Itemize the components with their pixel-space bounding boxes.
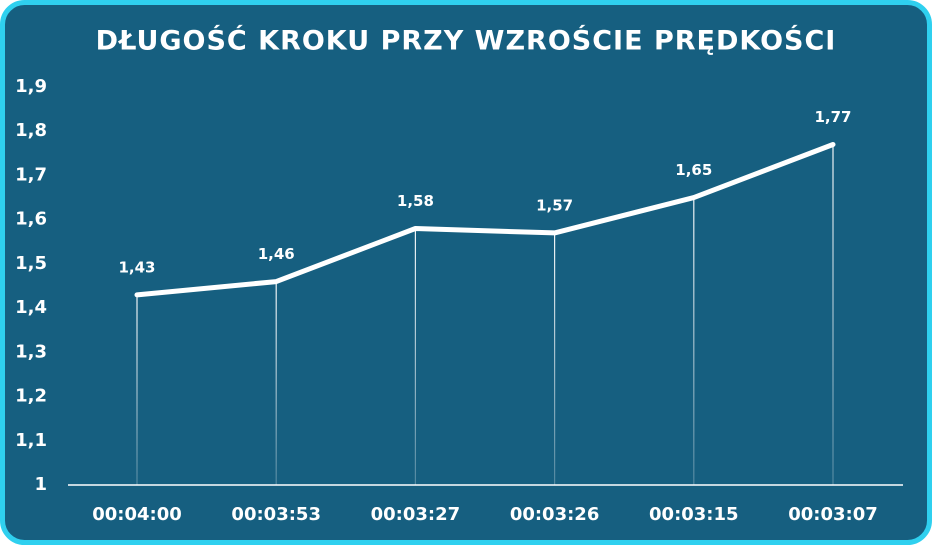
data-label: 1,65 bbox=[675, 161, 712, 179]
drop-line bbox=[832, 144, 834, 485]
y-tick-label: 1,1 bbox=[15, 430, 47, 451]
drop-line bbox=[693, 197, 695, 486]
data-label: 1,58 bbox=[397, 192, 434, 210]
drop-line bbox=[136, 294, 138, 485]
x-tick-label: 00:03:53 bbox=[231, 504, 321, 525]
data-line bbox=[134, 141, 836, 298]
x-tick-label: 00:03:27 bbox=[371, 504, 461, 525]
drop-line bbox=[275, 281, 277, 485]
x-tick-label: 00:03:15 bbox=[649, 504, 739, 525]
y-tick-label: 1,7 bbox=[15, 164, 47, 185]
x-tick-label: 00:03:07 bbox=[788, 504, 878, 525]
y-tick-label: 1,6 bbox=[15, 209, 47, 230]
drop-line bbox=[414, 228, 416, 485]
x-tick-label: 00:04:00 bbox=[92, 504, 182, 525]
data-label: 1,46 bbox=[258, 245, 295, 263]
data-label: 1,77 bbox=[814, 108, 851, 126]
y-tick-label: 1,8 bbox=[15, 120, 47, 141]
chart-title: DŁUGOŚĆ KROKU PRZY WZROŚCIE PRĘDKOŚCI bbox=[96, 25, 837, 57]
y-tick-label: 1,4 bbox=[15, 297, 47, 318]
y-tick-label: 1,5 bbox=[15, 253, 47, 274]
y-tick-label: 1,2 bbox=[15, 386, 47, 407]
drop-line bbox=[554, 232, 556, 485]
y-tick-label: 1,9 bbox=[15, 76, 47, 97]
x-tick-label: 00:03:26 bbox=[510, 504, 600, 525]
data-label: 1,43 bbox=[118, 258, 155, 276]
data-label: 1,57 bbox=[536, 196, 573, 214]
y-tick-label: 1,3 bbox=[15, 341, 47, 362]
y-tick-label: 1 bbox=[34, 474, 47, 495]
